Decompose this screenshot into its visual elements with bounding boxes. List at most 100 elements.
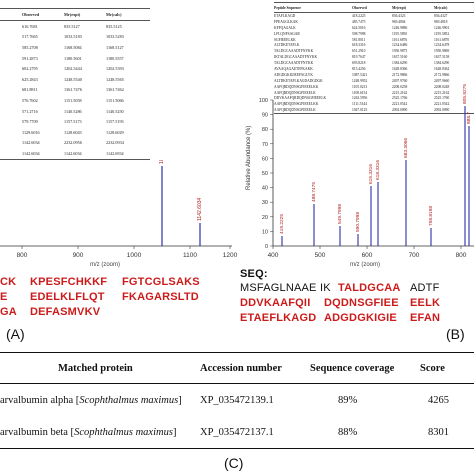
- x-tick-label: 1200: [223, 252, 238, 259]
- table-cell: 2208.0248: [434, 84, 450, 89]
- sequence-segment: IK: [320, 282, 331, 294]
- table-cell: 1180.5557: [106, 55, 124, 61]
- table-cell: 598.7998: [352, 31, 366, 36]
- table-cell: 1168.5084: [64, 44, 82, 50]
- table-cell: 2092.0090: [434, 108, 450, 113]
- table-cell: 625.2843: [22, 76, 38, 82]
- peak-label: 549.7998: [337, 204, 343, 224]
- table-row: arvalbumin alpha [Scophthalmus maximus] X…: [0, 384, 474, 416]
- table-cell: 585.2708: [22, 44, 38, 50]
- table-cell: 1628.8362: [434, 66, 450, 71]
- panel-a-table-header: Observed Mr(expt) Mr(calc): [0, 8, 150, 21]
- table-cell: 1950.9869: [434, 49, 450, 54]
- table-row: AVAAQAGAETEFKAKK 815.4256 1628.8366 1628.83…: [274, 66, 474, 72]
- panel-a-spectrum: 800 900 1000 1100 1200 1029.5619 1142.6034: [0, 160, 238, 259]
- peak-label: 419.2225: [279, 214, 285, 234]
- table-row: 571.2716 1140.5286 1140.5250: [0, 106, 150, 117]
- sequence-segment: ADTF: [410, 282, 440, 294]
- table-cell: 681.8811: [22, 87, 38, 93]
- panel-b-spectrum: Relative Abundance (%) 0 10 20 30 40 50 60 70 80…: [246, 84, 474, 259]
- table-cell: 1108.6154: [352, 90, 368, 95]
- sequence-segment: FGTCGLSAKS: [122, 276, 200, 288]
- table-cell: ALTDKETAFLK: [274, 43, 300, 48]
- table-cell: ETAFLKAGD: [274, 13, 296, 18]
- table-cell: 2525.1760: [434, 96, 450, 101]
- table-cell: 836.4327: [434, 13, 448, 18]
- table-cell: 1142.6034: [22, 150, 40, 156]
- table-cell: 1151.5058: [64, 97, 82, 103]
- sequence-segment: EDELKLFLQT: [30, 291, 105, 303]
- table-row: ALTDKETAFLK 618.3316 1234.6486 1234.6478: [274, 42, 474, 48]
- table-cell: FPEAGGLKAK: [274, 19, 298, 24]
- table-cell: 2525.1766: [392, 96, 408, 101]
- table-row: 576.7602 1151.5058 1151.5066: [0, 95, 150, 106]
- header-score: Score: [420, 362, 445, 374]
- table-cell: 579.7709: [22, 119, 38, 125]
- table-cell: 1361.7462: [106, 87, 124, 93]
- table-row: 602.2795 1202.5444 1202.5393: [0, 63, 150, 74]
- table-cell: 1111.5344: [352, 102, 367, 107]
- table-cell: 1246.9886: [392, 25, 408, 30]
- y-tick-label: 20: [262, 215, 268, 221]
- table-cell: 485.7475: [352, 19, 366, 24]
- table-cell: 2221.0542: [392, 102, 408, 107]
- table-row: AAFQRDQDNSGFIEEELKK 1105.0213 2208.0258 220…: [274, 84, 474, 90]
- table-row: TALDGCAAADTFNYKK 693.8218 1384.6290 1384.62…: [274, 60, 474, 66]
- panel-b-xlabel: m/z (zoom): [350, 262, 381, 268]
- col-mr-calc: Mr(calc): [106, 12, 122, 17]
- table-cell: 1161.6876: [392, 37, 408, 42]
- sequence-segment: ETAEFLKAGD: [240, 312, 317, 324]
- table-cell: 1151.5066: [106, 97, 124, 103]
- sequence-line: ETAEFLKAGD ADGDGKIGIE EFAN: [240, 312, 474, 327]
- table-row: 625.2843 1248.5540 1248.5565: [0, 74, 150, 85]
- table-cell: AAFQRDQDNSGFIEEELK: [274, 90, 316, 95]
- table-row: AAFQRDQDNSGFIEEELK 1047.0125 2092.0090 2092…: [274, 107, 474, 115]
- x-tick-label: 500: [315, 252, 326, 259]
- table-cell: ALTDKETAFLKAGDADGDGK: [274, 78, 323, 83]
- peak-label: 1029.5619: [159, 160, 165, 164]
- table-row: 591.2873 1180.5601 1180.5557: [0, 53, 150, 64]
- sequence-segment: DDVKAAFQII: [240, 297, 311, 309]
- table-cell: 1628.8366: [392, 66, 408, 71]
- y-tick-label: 40: [262, 186, 268, 192]
- sequence-line: MSFAGLNAAE IK TALDGCAA ADTF: [240, 282, 474, 297]
- table-cell: 1142.6034: [22, 140, 40, 146]
- table-cell: 89%: [338, 394, 358, 406]
- table-cell: 1202.5444: [64, 66, 82, 72]
- sequence-segment: CK: [0, 276, 17, 288]
- table-cell: 1105.0213: [352, 84, 368, 89]
- y-tick-label: 100: [259, 98, 268, 104]
- table-cell: arvalbumin beta [Scophthalmus maximus]: [0, 426, 177, 438]
- y-tick-label: 50: [262, 171, 268, 177]
- table-cell: 1142.6034: [64, 150, 82, 156]
- panel-b-seq-label: SEQ:: [240, 268, 268, 280]
- table-row: 616.7681 835.5127 835.5125: [0, 21, 150, 32]
- panel-c-label: (C): [224, 455, 244, 471]
- table-row: DDVKAAFQRDQDNSGFIEEELK 1263.5956 2525.1766…: [274, 95, 474, 101]
- table-row: KFFQAGALK 624.5016 1246.9886 1246.9901: [274, 25, 474, 31]
- panel-a-xlabel: m/z (zoom): [90, 262, 121, 268]
- table-row: 1142.6034 2232.0956 2232.0934: [0, 138, 150, 149]
- col-mr-expt: Mr(expt): [392, 5, 406, 10]
- panel-c-table: Matched protein Accession number Sequenc…: [0, 352, 474, 449]
- panel-a-table: Observed Mr(expt) Mr(calc) 616.7681 835.5…: [0, 8, 150, 160]
- table-cell: 88%: [338, 426, 358, 438]
- table-row: 585.2708 1168.5084 1168.5127: [0, 42, 150, 53]
- table-cell: XP_035472139.1: [200, 394, 274, 406]
- y-tick-label: 80: [262, 127, 268, 133]
- table-cell: 1195.5852: [434, 31, 450, 36]
- table-cell: 1637.5158: [434, 55, 450, 60]
- table-cell: IKTALDGCAAADTFNYKK: [274, 55, 318, 60]
- peak-label: 758.8198: [428, 206, 434, 226]
- peak-label: 590.7998: [355, 212, 361, 232]
- table-cell: 836.4323: [392, 13, 406, 18]
- table-cell: 1248.9952: [352, 78, 368, 83]
- table-cell: 4265: [428, 394, 449, 406]
- table-cell: 835.5125: [106, 23, 122, 29]
- table-cell: XP_035472137.1: [200, 426, 274, 438]
- table-cell: 1361.7476: [64, 87, 82, 93]
- sequence-segment: GA: [0, 306, 17, 318]
- sequence-line: CK KPESFCHKKF FGTCGLSAKS: [0, 276, 240, 291]
- panel-b-table: Peptide Sequence Observed Mr(expt) Mr(ca…: [274, 2, 474, 115]
- table-row: TALDGCAAADTFNYKK 651.2910 1950.9875 1950.98…: [274, 48, 474, 54]
